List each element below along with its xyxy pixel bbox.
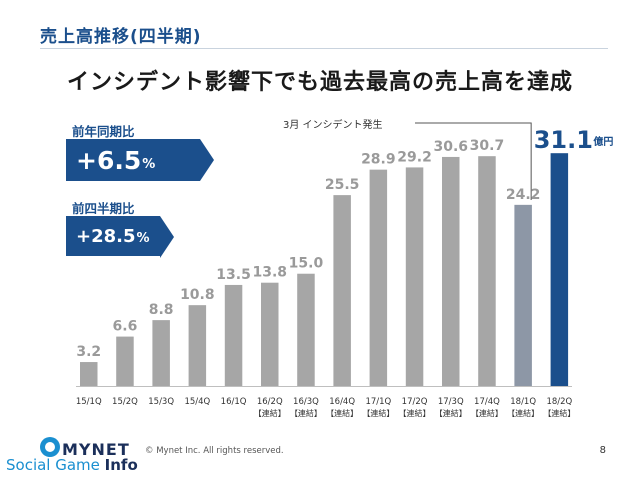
category-note-16/2Q: 【連結】 <box>254 408 286 418</box>
logo-subtitle: Social Game Info <box>6 456 138 474</box>
value-label-15/4Q: 10.8 <box>180 287 215 303</box>
value-label-17/2Q: 29.2 <box>397 149 432 165</box>
value-label-15/1Q: 3.2 <box>76 344 101 360</box>
bar-15/4Q <box>188 305 207 386</box>
yoy-badge: +6.5 % <box>66 139 214 181</box>
value-label-17/4Q: 30.7 <box>470 138 505 154</box>
bar-18/1Q <box>514 204 532 386</box>
incident-annotation: 3月 インシデント発生 <box>283 118 383 131</box>
bar-17/2Q <box>405 167 424 386</box>
headline: インシデント影響下でも過去最高の売上高を達成 <box>66 70 573 95</box>
bar-16/4Q <box>333 195 351 386</box>
category-note-16/3Q: 【連結】 <box>290 408 322 418</box>
category-label-18/2Q: 18/2Q <box>546 397 572 407</box>
category-label-17/4Q: 17/4Q <box>474 397 500 407</box>
bar-16/1Q <box>224 284 243 386</box>
title-divider <box>40 48 608 49</box>
qoq-badge: +28.5 % <box>66 216 174 258</box>
category-note-17/2Q: 【連結】 <box>399 408 431 418</box>
category-label-16/3Q: 16/3Q <box>293 397 319 407</box>
category-note-17/3Q: 【連結】 <box>435 408 467 418</box>
bar-18/2Q <box>550 153 569 386</box>
category-label-16/4Q: 16/4Q <box>329 397 355 407</box>
category-label-15/4Q: 15/4Q <box>184 397 210 407</box>
page-number: 8 <box>599 445 606 456</box>
footer-copyright: © Mynet Inc. All rights reserved. <box>145 446 284 456</box>
category-note-18/1Q: 【連結】 <box>507 408 539 418</box>
bar-15/2Q <box>116 336 134 386</box>
value-label-17/1Q: 28.9 <box>361 152 396 168</box>
qoq-value: +28.5 <box>76 225 136 247</box>
category-note-17/4Q: 【連結】 <box>471 408 503 418</box>
bar-17/3Q <box>442 156 460 386</box>
bar-15/1Q <box>80 362 98 386</box>
category-label-15/3Q: 15/3Q <box>148 397 174 407</box>
value-label-16/3Q: 15.0 <box>289 256 324 272</box>
value-label-latest: 31.1 <box>534 126 593 154</box>
yoy-unit: % <box>142 156 156 172</box>
value-label-16/4Q: 25.5 <box>325 177 360 193</box>
value-label-16/1Q: 13.5 <box>216 267 251 283</box>
category-label-17/1Q: 17/1Q <box>365 397 391 407</box>
bar-16/2Q <box>261 282 279 386</box>
value-label-18/1Q: 24.2 <box>506 187 541 203</box>
value-label-17/3Q: 30.6 <box>433 139 468 155</box>
bar-17/4Q <box>478 156 496 386</box>
logo-wordmark: MYNET <box>62 440 130 459</box>
bar-17/1Q <box>369 169 388 386</box>
yoy-label: 前年同期比 <box>72 124 135 139</box>
category-label-15/2Q: 15/2Q <box>112 397 138 407</box>
category-label-18/1Q: 18/1Q <box>510 397 536 407</box>
qoq-unit: % <box>136 230 150 246</box>
value-label-15/3Q: 8.8 <box>149 302 174 318</box>
bar-16/3Q <box>297 273 315 386</box>
incident-leader-line <box>415 122 532 200</box>
category-note-17/1Q: 【連結】 <box>362 408 394 418</box>
category-label-17/3Q: 17/3Q <box>438 397 464 407</box>
category-label-16/1Q: 16/1Q <box>221 397 247 407</box>
bar-15/3Q <box>152 320 170 386</box>
unit-label: 億円 <box>593 135 613 148</box>
category-label-16/2Q: 16/2Q <box>257 397 283 407</box>
yoy-value: +6.5 <box>76 145 142 175</box>
category-label-17/2Q: 17/2Q <box>402 397 428 407</box>
value-label-16/2Q: 13.8 <box>252 265 287 281</box>
category-note-18/2Q: 【連結】 <box>543 408 575 418</box>
category-label-15/1Q: 15/1Q <box>76 397 102 407</box>
category-note-16/4Q: 【連結】 <box>326 408 358 418</box>
revenue-bar-chart: 3.2 15/1Q 6.6 15/2Q 8.8 15/3Q 10.8 15/4Q 13.5 16/… <box>76 118 613 418</box>
value-label-15/2Q: 6.6 <box>113 319 138 335</box>
section-title: 売上高推移(四半期) <box>40 27 202 47</box>
qoq-label: 前四半期比 <box>72 201 135 216</box>
mynet-logo <box>6 434 62 464</box>
